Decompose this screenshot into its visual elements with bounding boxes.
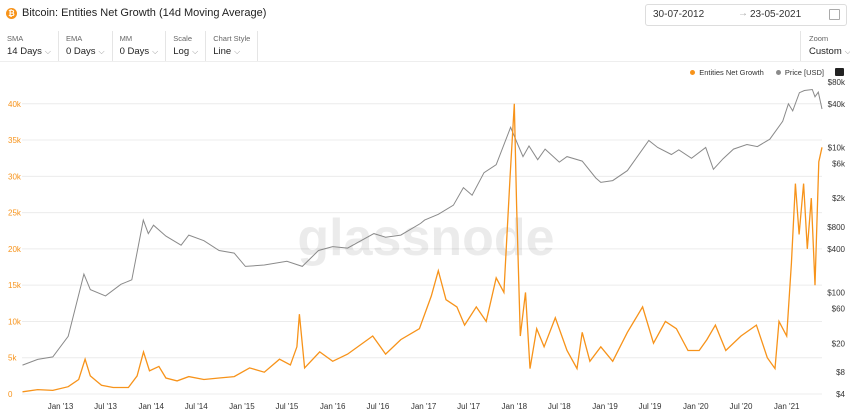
zoom-value: Custom	[809, 46, 842, 57]
chart-legend: Entities Net Growth Price [USD]	[690, 68, 824, 77]
calendar-icon[interactable]	[829, 9, 840, 20]
chart-style-select[interactable]: Chart Style Line ⌵	[206, 31, 259, 61]
x-tick-label: Jan '13	[48, 402, 74, 411]
right-tick-label: $60	[832, 305, 846, 314]
x-tick-label: Jan '20	[683, 402, 709, 411]
left-tick-label: 40k	[8, 100, 22, 109]
date-from[interactable]: 30-07-2012	[653, 9, 705, 20]
x-tick-label: Jan '21	[774, 402, 800, 411]
title-wrap: ₿ Bitcoin: Entities Net Growth (14d Movi…	[6, 7, 266, 19]
page-title: Bitcoin: Entities Net Growth (14d Moving…	[22, 7, 267, 19]
legend-item-price[interactable]: Price [USD]	[775, 68, 824, 77]
scale-label: Scale	[173, 34, 193, 43]
chevron-down-icon: ⌵	[234, 47, 241, 56]
x-tick-label: Jul '19	[639, 402, 662, 411]
right-tick-label: $6k	[832, 160, 846, 169]
mm-value: 0 Days	[119, 46, 150, 57]
camera-icon[interactable]	[835, 68, 844, 76]
right-tick-label: $100	[827, 289, 845, 298]
legend-dot-growth	[690, 70, 696, 75]
series-line-price	[22, 88, 823, 366]
ema-select[interactable]: EMA 0 Days ⌵	[59, 31, 113, 61]
left-tick-label: 0	[8, 390, 13, 399]
chevron-down-icon: ⌵	[192, 47, 199, 56]
x-tick-label: Jan '16	[320, 402, 346, 411]
ema-value: 0 Days	[65, 46, 96, 57]
date-to[interactable]: 23-05-2021	[750, 9, 802, 20]
left-tick-label: 10k	[8, 317, 22, 326]
x-tick-label: Jan '19	[592, 402, 618, 411]
right-tick-label: $2k	[832, 194, 846, 203]
header: ₿ Bitcoin: Entities Net Growth (14d Movi…	[0, 0, 850, 30]
x-tick-label: Jul '13	[94, 402, 117, 411]
series-line-growth	[22, 103, 823, 393]
left-tick-label: 20k	[8, 245, 22, 254]
chevron-down-icon: ⌵	[152, 47, 159, 56]
right-tick-label: $8	[836, 368, 845, 377]
right-tick-label: $400	[827, 245, 845, 254]
legend-dot-price	[775, 70, 781, 75]
scale-value: Log	[173, 46, 190, 57]
x-tick-label: Jan '17	[411, 402, 437, 411]
legend-label-price: Price [USD]	[784, 68, 824, 77]
mm-label: MM	[119, 34, 133, 43]
zoom-select[interactable]: Zoom Custom ⌵	[800, 31, 850, 61]
arrow-icon: →	[738, 8, 748, 19]
x-tick-label: Jan '18	[502, 402, 528, 411]
legend-label-growth: Entities Net Growth	[699, 68, 764, 77]
left-tick-label: 15k	[8, 281, 22, 290]
ema-label: EMA	[65, 34, 83, 43]
left-tick-label: 25k	[8, 209, 22, 218]
right-tick-label: $40k	[828, 100, 846, 109]
mm-select[interactable]: MM 0 Days ⌵	[113, 31, 167, 61]
right-tick-label: $10k	[828, 144, 846, 153]
scale-select[interactable]: Scale Log ⌵	[166, 31, 207, 61]
chevron-down-icon: ⌵	[44, 47, 51, 56]
watermark-logo: glassnode	[297, 209, 554, 267]
right-tick-label: $4	[836, 390, 845, 399]
chart-style-label: Chart Style	[213, 34, 251, 43]
left-tick-label: 30k	[8, 172, 22, 181]
chart-controls: SMA 14 Days ⌵ EMA 0 Days ⌵ MM 0 Days ⌵ Scal…	[0, 31, 259, 61]
x-tick-label: Jul '20	[730, 402, 753, 411]
chart-style-value: Line	[213, 46, 232, 57]
left-tick-label: 5k	[8, 354, 17, 363]
right-tick-label: $800	[827, 223, 845, 232]
sma-label: SMA	[7, 34, 24, 43]
right-tick-label: $20	[832, 339, 846, 348]
divider	[0, 61, 850, 62]
x-tick-label: Jul '14	[185, 402, 208, 411]
left-tick-label: 35k	[8, 136, 22, 145]
x-tick-label: Jul '17	[457, 402, 480, 411]
sma-select[interactable]: SMA 14 Days ⌵	[0, 31, 59, 61]
date-range-picker[interactable]: 30-07-2012 → 23-05-2021	[645, 4, 847, 26]
zoom-label: Zoom	[809, 34, 829, 43]
x-tick-label: Jul '18	[548, 402, 571, 411]
chevron-down-icon: ⌵	[844, 47, 850, 56]
bitcoin-icon: ₿	[6, 7, 17, 19]
x-tick-label: Jan '14	[138, 402, 164, 411]
legend-item-growth[interactable]: Entities Net Growth	[690, 68, 764, 77]
sma-value: 14 Days	[7, 46, 42, 57]
x-tick-label: Jul '15	[275, 402, 298, 411]
x-tick-label: Jan '15	[229, 402, 255, 411]
x-tick-label: Jul '16	[366, 402, 389, 411]
right-tick-label: $80k	[828, 78, 846, 87]
chevron-down-icon: ⌵	[98, 47, 105, 56]
